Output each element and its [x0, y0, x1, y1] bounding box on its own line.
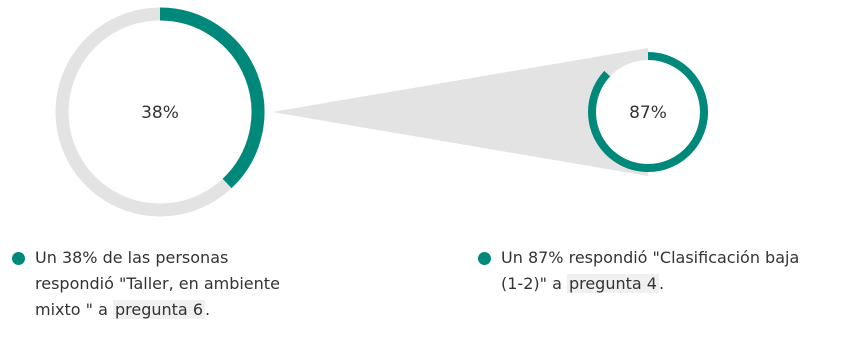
legend-2: Un 87% respondió "Clasificación baja (1-… [478, 245, 818, 297]
legend-2-text: Un 87% respondió "Clasificación baja (1-… [501, 245, 818, 297]
legend-2-text-before: Un 87% respondió "Clasificación baja (1-… [501, 248, 800, 293]
donut-1-segment[interactable] [159, 7, 265, 189]
drilldown-connector [272, 48, 648, 176]
legend-1-text-after: . [205, 300, 211, 319]
legend-2-dot [478, 252, 491, 265]
legend-1-text-before: Un 38% de las personas respondió "Taller… [35, 248, 280, 319]
donut-1-center-label: 38% [141, 103, 179, 123]
legend-1-text: Un 38% de las personas respondió "Taller… [35, 245, 282, 323]
legend-1-dot [12, 252, 25, 265]
donut-2-center-label: 87% [629, 103, 667, 123]
chart-canvas: 38% 87% [55, 7, 708, 217]
donut-2-segment[interactable] [588, 52, 708, 172]
question-6-link[interactable]: pregunta 6 [112, 300, 205, 319]
donut-2-background [592, 56, 704, 168]
question-4-link[interactable]: pregunta 4 [566, 274, 659, 293]
legend-2-text-after: . [658, 274, 665, 293]
legend-1: Un 38% de las personas respondió "Taller… [12, 245, 282, 323]
